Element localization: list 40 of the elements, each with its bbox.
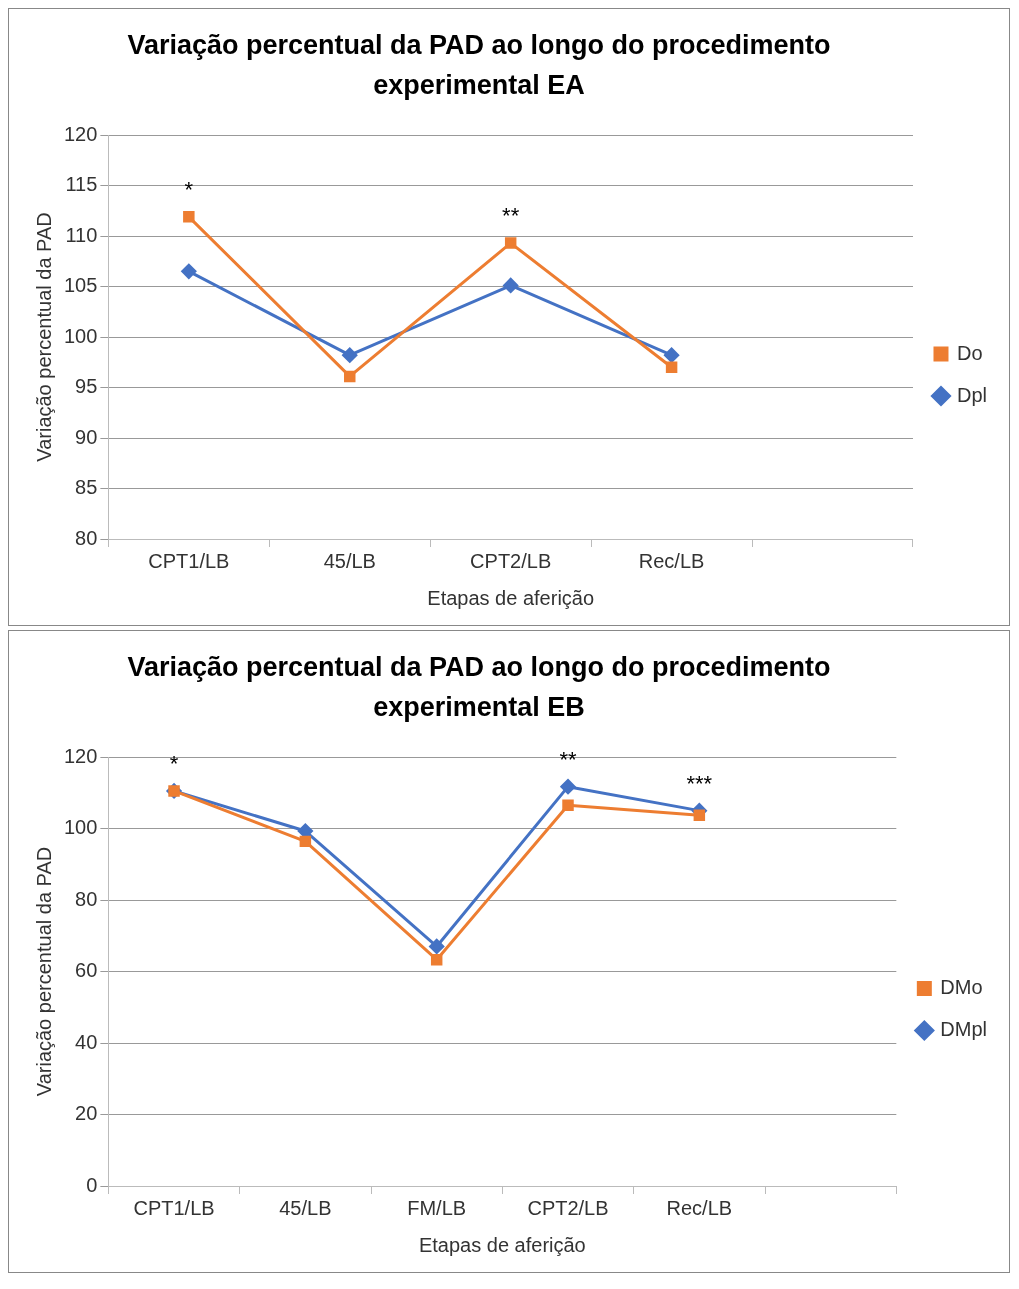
y-tick-label: 100	[63, 324, 98, 347]
y-axis-title: Variação percentual da PAD	[32, 212, 55, 462]
y-tick-label: 100	[63, 816, 98, 839]
y-tick-label: 0	[86, 1173, 98, 1196]
x-tick-label: 45/LB	[279, 1196, 332, 1219]
x-tick-label: CPT1/LB	[148, 549, 230, 572]
y-tick-label: 105	[63, 274, 98, 297]
annotation: **	[559, 746, 578, 772]
y-tick-label: 80	[75, 526, 98, 549]
x-tick-label: CPT2/LB	[527, 1196, 609, 1219]
y-tick-label: 90	[75, 425, 98, 448]
legend-label: Dpl	[956, 383, 988, 406]
x-axis-title: Etapas de aferição	[427, 586, 595, 609]
y-tick-label: 95	[75, 375, 98, 398]
x-tick-label: Rec/LB	[666, 1196, 733, 1219]
y-tick-label: 85	[75, 476, 98, 499]
y-tick-label: 40	[75, 1030, 98, 1053]
x-tick-label: 45/LB	[323, 549, 376, 572]
y-tick-label: 120	[63, 744, 98, 767]
y-tick-label: 80	[75, 887, 98, 910]
chart-title: Variação percentual da PAD ao longo do procedimento experimental EA	[126, 29, 832, 102]
y-tick-label: 120	[63, 122, 98, 145]
x-tick-label: Rec/LB	[638, 549, 705, 572]
x-tick-label: FM/LB	[407, 1196, 467, 1219]
legend-label: DMo	[940, 976, 983, 999]
chart-title: Variação percentual da PAD ao longo do procedimento experimental EB	[126, 651, 832, 724]
y-axis-title: Variação percentual da PAD	[32, 846, 55, 1097]
x-tick-label: CPT2/LB	[470, 549, 552, 572]
legend-label: DMpl	[940, 1018, 987, 1041]
y-tick-label: 115	[65, 173, 98, 196]
y-tick-label: 110	[65, 223, 98, 246]
annotation: ***	[686, 770, 713, 796]
legend-label: Do	[956, 341, 983, 364]
y-tick-label: 60	[75, 959, 98, 982]
x-tick-label: CPT1/LB	[133, 1196, 215, 1219]
x-axis-title: Etapas de aferição	[418, 1233, 586, 1256]
annotation: *	[184, 176, 194, 202]
y-tick-label: 20	[75, 1102, 98, 1125]
annotation: **	[502, 203, 520, 229]
annotation: *	[169, 751, 179, 777]
